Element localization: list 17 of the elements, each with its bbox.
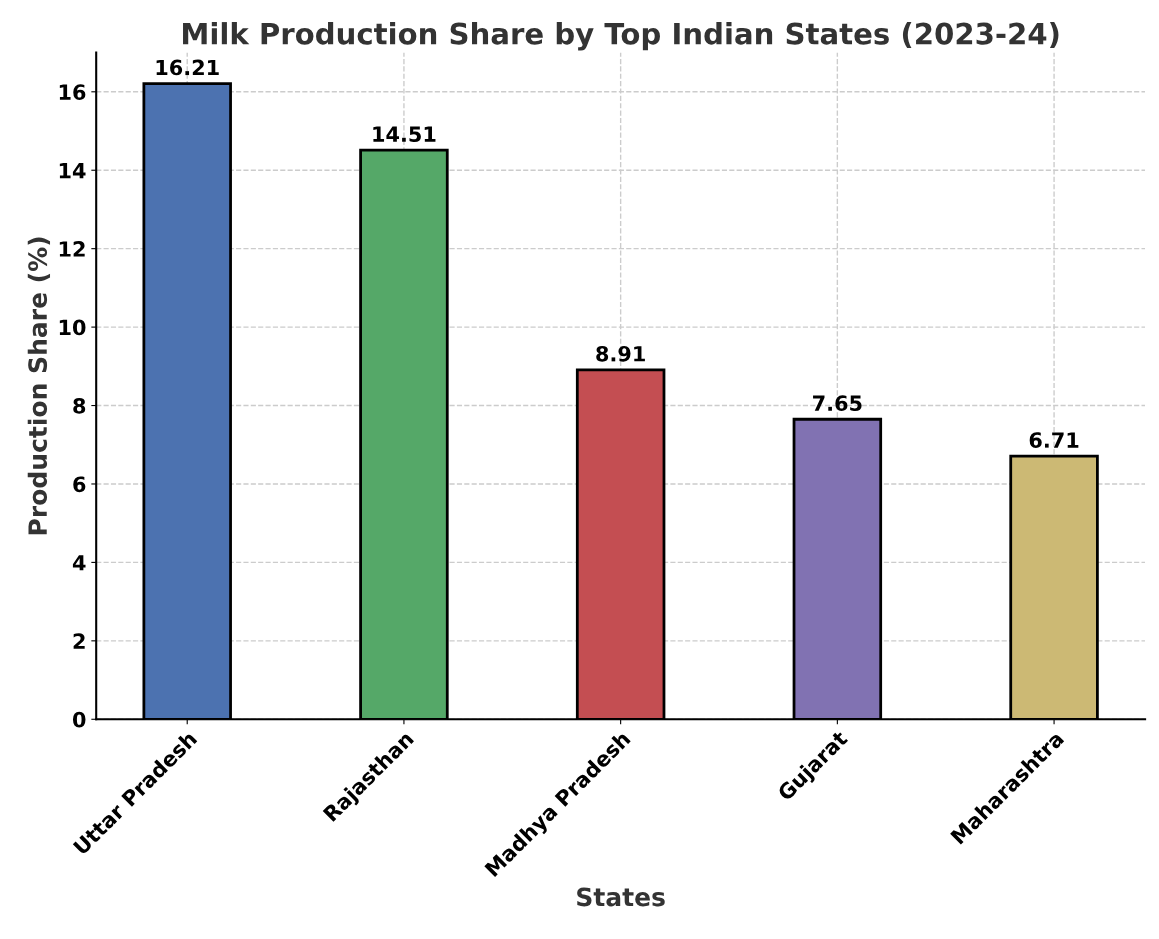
y-tick-label: 2 bbox=[73, 633, 85, 649]
x-axis-title: States bbox=[577, 887, 665, 907]
data-label: 8.91 bbox=[596, 345, 645, 362]
y-tick-label: 12 bbox=[59, 241, 85, 257]
y-tick-label: 10 bbox=[59, 319, 86, 336]
y-tick-label: 6 bbox=[73, 476, 86, 493]
chart-title: Milk Production Share by Top Indian States (2023-24) bbox=[183, 22, 1059, 51]
data-label: 14.51 bbox=[373, 126, 436, 143]
y-tick-label: 4 bbox=[72, 555, 86, 571]
y-tick-label: 16 bbox=[59, 84, 86, 101]
data-label: 6.71 bbox=[1029, 432, 1079, 448]
y-tick-label: 0 bbox=[72, 711, 86, 728]
y-tick-label: 8 bbox=[73, 397, 86, 414]
y-axis-title: Production Share (%) bbox=[27, 237, 51, 535]
data-label: 7.65 bbox=[813, 395, 862, 412]
y-tick-label: 14 bbox=[59, 162, 86, 179]
data-label: 16.21 bbox=[156, 59, 219, 76]
